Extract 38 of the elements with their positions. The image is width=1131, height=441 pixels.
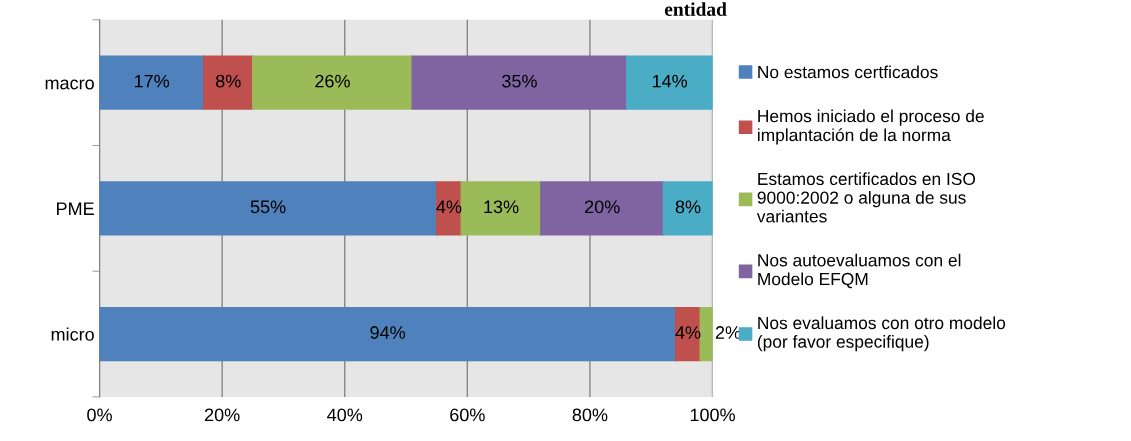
x-tick-label: 20% <box>204 408 240 422</box>
data-label: 13% <box>484 200 519 214</box>
x-tick-label: 0% <box>87 408 112 422</box>
data-label: 4% <box>436 200 462 214</box>
legend-label: Nos evaluamos con otro modelo (por favor especifique) <box>757 316 1006 352</box>
bar <box>540 181 665 236</box>
data-label: 94% <box>370 326 406 339</box>
bar <box>662 181 713 236</box>
bar <box>99 55 205 110</box>
data-label: 8% <box>675 200 701 214</box>
data-label: 8% <box>215 74 241 88</box>
data-label: 20% <box>585 200 620 214</box>
y-tick-label: macro <box>45 79 94 90</box>
bar <box>411 55 628 110</box>
legend-label: Estamos certificados en ISO 9000:2002 o alguna de sus variantes <box>756 172 976 223</box>
legend-label: No estamos certficados <box>758 65 938 79</box>
bar <box>203 55 254 110</box>
chart-title: entidad <box>664 2 727 16</box>
bar <box>460 181 542 236</box>
x-tick-label: 60% <box>450 408 485 422</box>
data-label: 17% <box>134 74 170 88</box>
y-tick-label: PME <box>57 202 94 215</box>
legend-label: Hemos iniciado el proceso de implantación de la norma <box>758 109 984 145</box>
data-label: 35% <box>502 74 537 88</box>
legend-label: Nos autoevaluamos con el Modelo EFQM <box>758 253 961 289</box>
data-label: 14% <box>652 74 688 88</box>
data-label: 26% <box>315 74 350 88</box>
x-tick-label: 80% <box>572 408 608 422</box>
data-label: 4% <box>675 326 701 339</box>
data-label: 55% <box>250 200 286 214</box>
bar <box>99 306 677 362</box>
bar <box>626 55 713 110</box>
bar <box>252 55 413 110</box>
x-tick-label: 100% <box>690 408 735 422</box>
bar <box>699 306 713 362</box>
y-tick-label: micro <box>51 327 94 341</box>
x-tick-label: 40% <box>327 408 363 422</box>
bar <box>99 181 438 236</box>
